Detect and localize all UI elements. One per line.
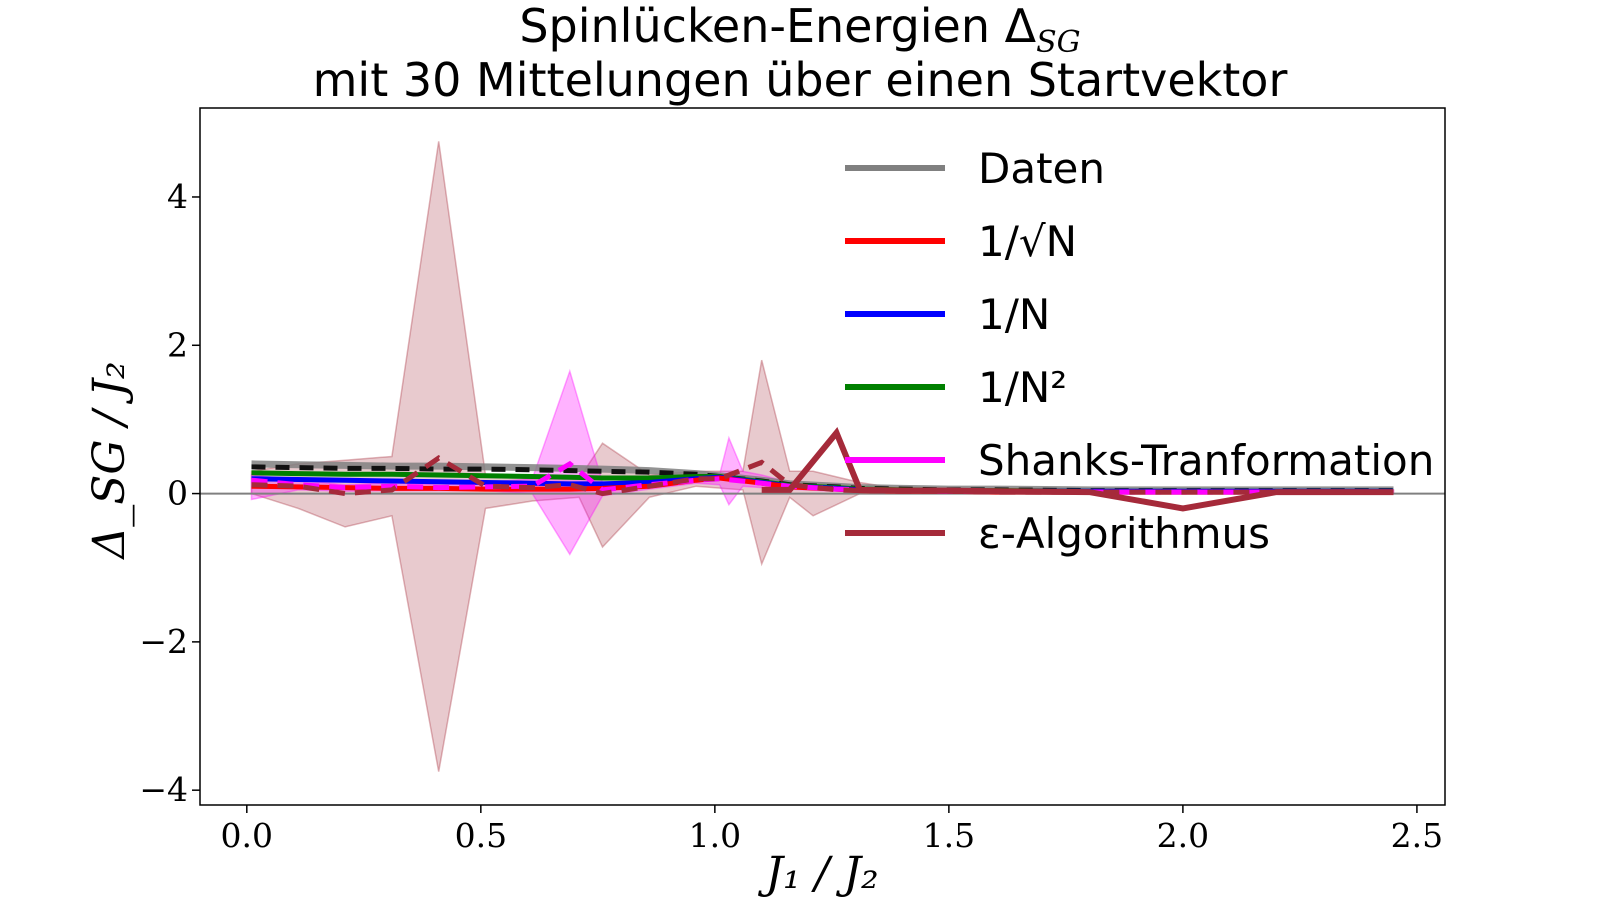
legend-label: 1/N	[978, 290, 1050, 339]
x-tick-label: 1.5	[923, 816, 975, 855]
plot-frame	[199, 107, 1446, 806]
x-tick-label: 2.0	[1157, 816, 1209, 855]
legend-label: Daten	[978, 144, 1105, 193]
chart-title-line1: Spinlücken-Energien ΔSG	[0, 0, 1600, 69]
legend: Daten 1/√N 1/N 1/N² Shanks-Tranformation ε-Al…	[845, 144, 1434, 558]
chart-title-line2: mit 30 Mittelungen über einen Startvekto…	[312, 53, 1288, 107]
legend-label: ε-Algorithmus	[978, 509, 1270, 558]
chart-title-subscript: SG	[1036, 25, 1081, 61]
x-axis-ticks: 0.0 0.5 1.0 1.5 2.0 2.5	[221, 805, 1443, 855]
x-axis-label: J₁ / J₂	[757, 848, 878, 899]
x-tick-label: 1.0	[689, 816, 741, 855]
data-series	[251, 427, 1394, 512]
series-line-7	[761, 427, 1394, 512]
x-tick-label: 2.5	[1391, 816, 1443, 855]
y-axis-label: Δ_SG / J₂	[84, 361, 135, 560]
y-tick-label: 2	[167, 325, 188, 364]
y-tick-label: 4	[167, 177, 188, 216]
legend-label: 1/√N	[978, 217, 1077, 266]
y-tick-label: −2	[139, 622, 188, 661]
legend-label: 1/N²	[978, 363, 1067, 412]
legend-label: Shanks-Tranformation	[978, 436, 1434, 485]
y-tick-label: 0	[167, 474, 188, 513]
x-tick-label: 0.5	[455, 816, 507, 855]
x-tick-label: 0.0	[221, 816, 273, 855]
chart-title-text: Spinlücken-Energien Δ	[519, 0, 1037, 53]
y-tick-label: −4	[139, 770, 188, 809]
y-axis-ticks: −4 −2 0 2 4	[139, 177, 200, 809]
